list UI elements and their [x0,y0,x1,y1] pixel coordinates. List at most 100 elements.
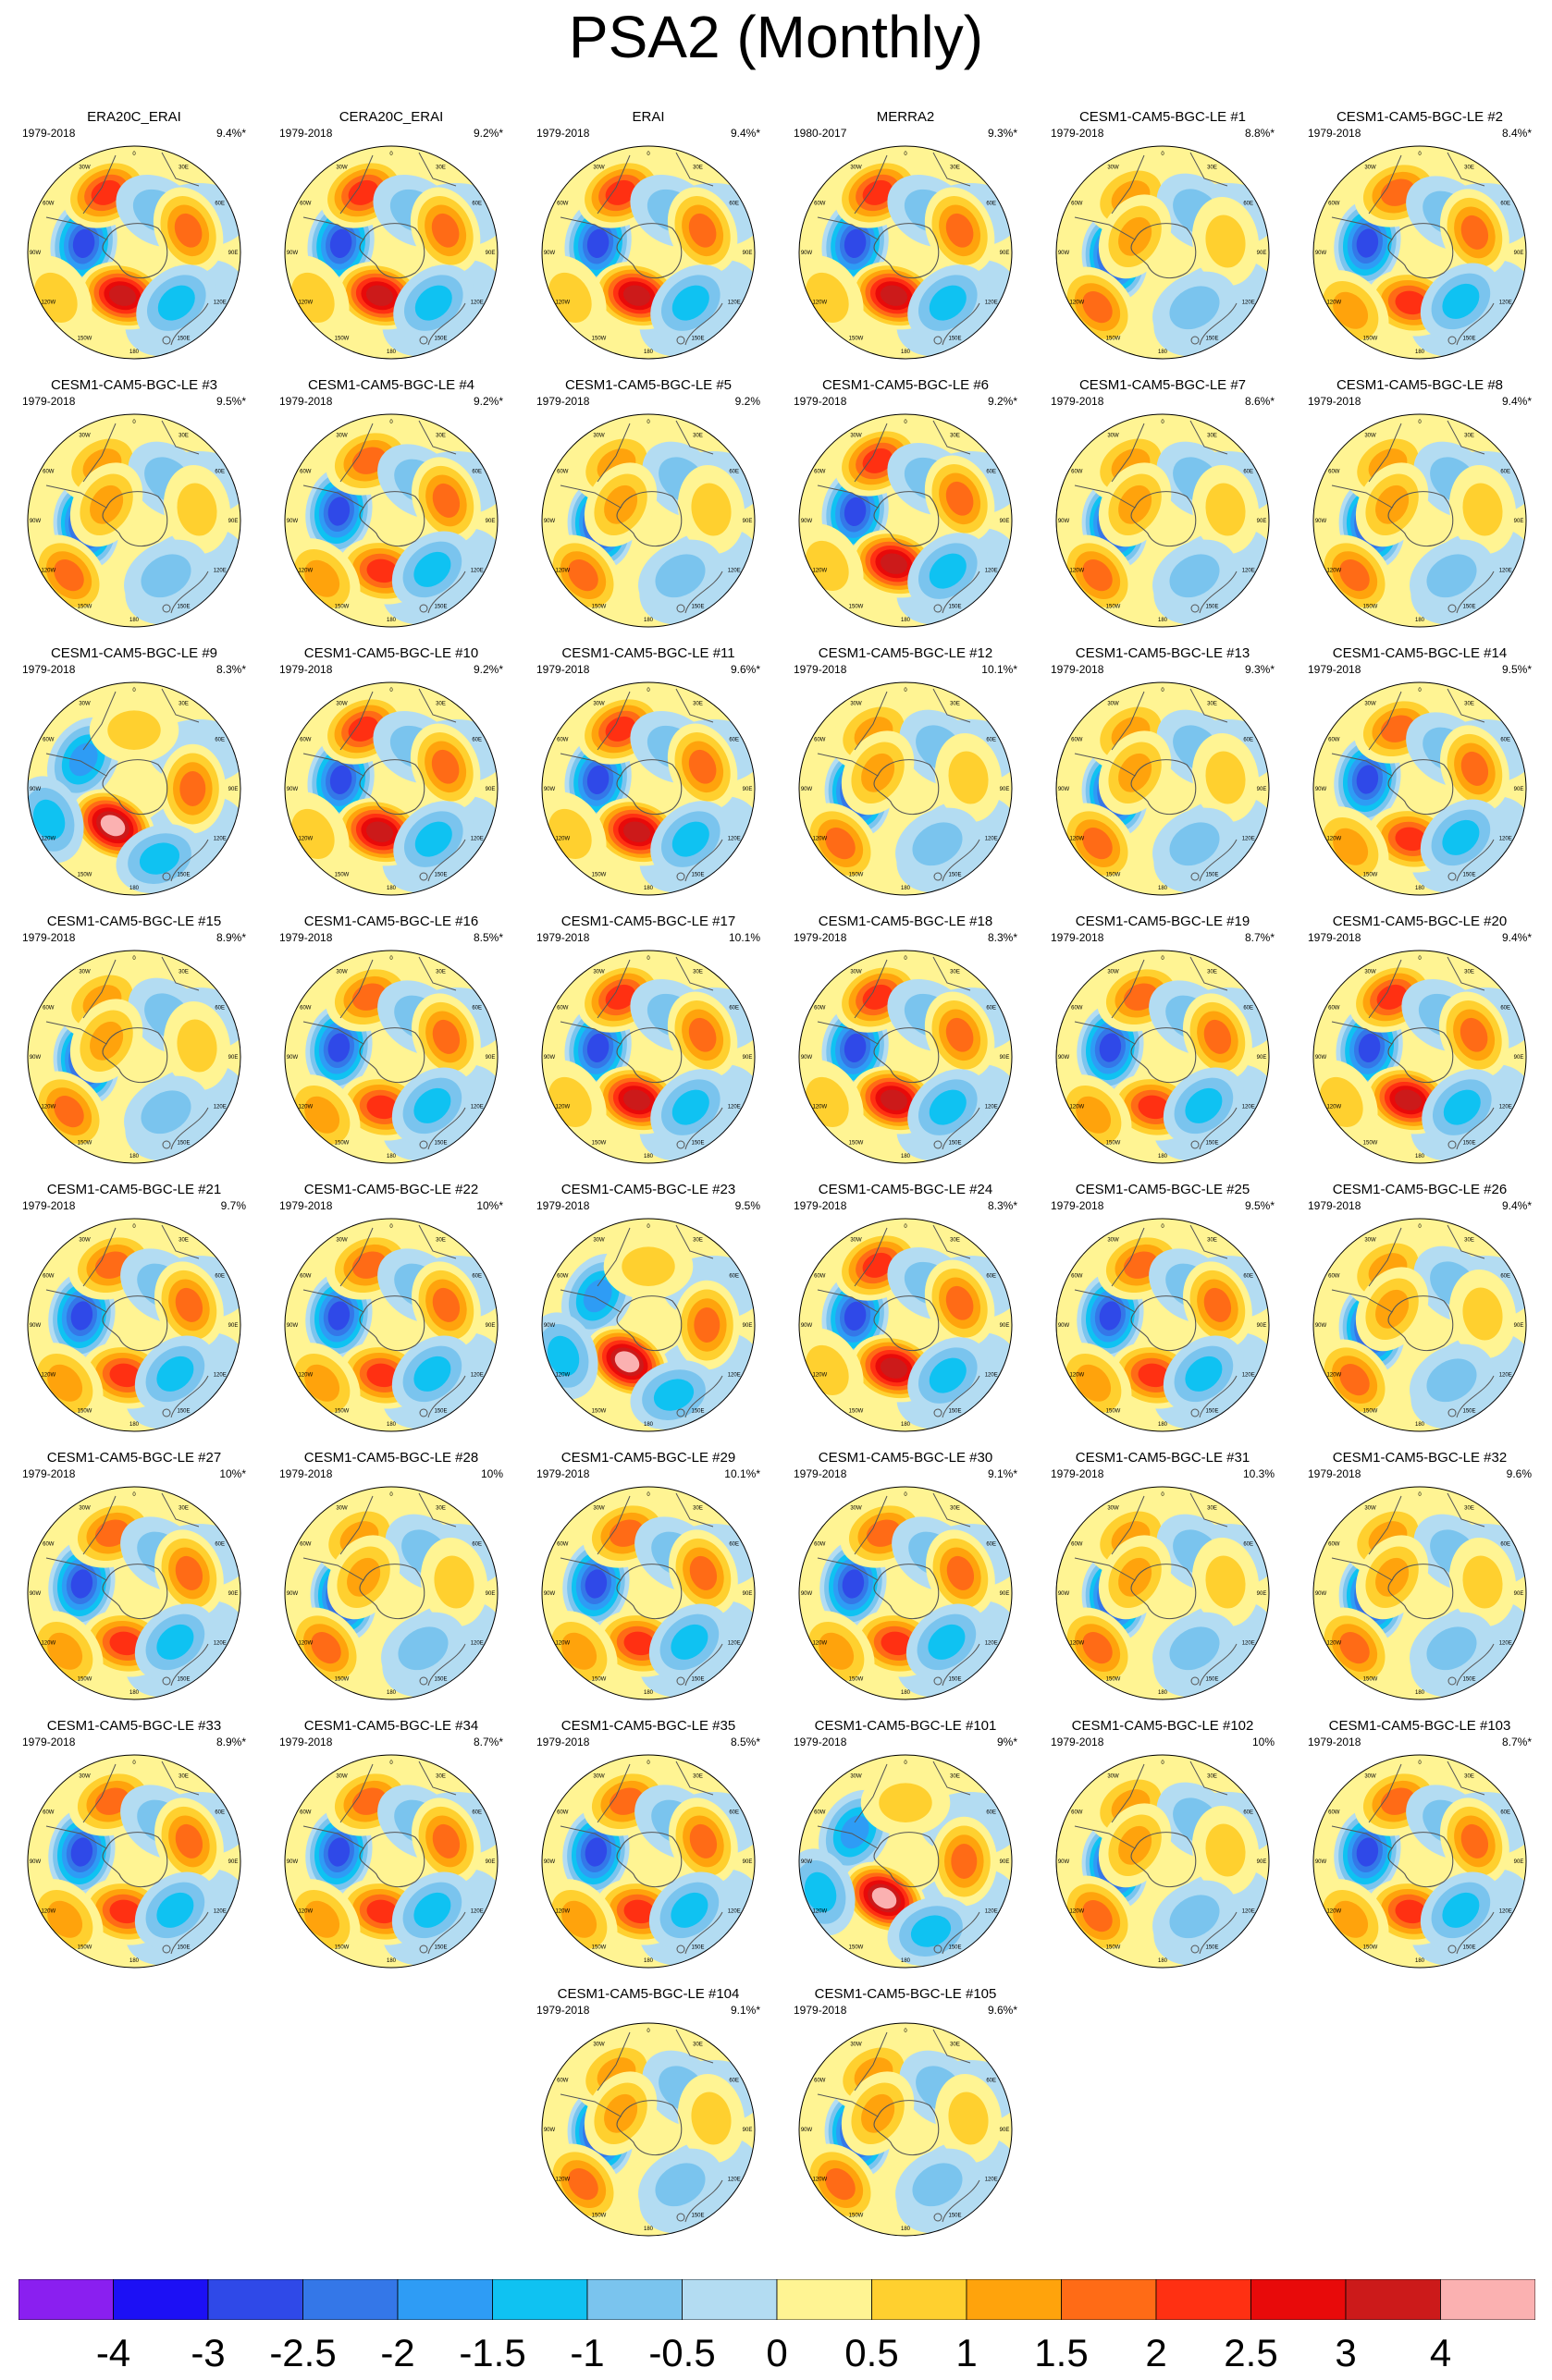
panel-years: 1979-2018 [536,1736,590,1748]
africa-coastline [675,1224,714,1259]
longitude-label: 120E [471,1641,484,1647]
longitude-label: 30E [1207,1773,1217,1779]
longitude-label: 150W [592,1409,607,1415]
longitude-label: 30E [950,165,960,170]
map-panel: CESM1-CAM5-BGC-LE #35 1979-2018 8.5%* 0 30E 6… [533,1718,764,1969]
antarctica-coastline [616,1564,683,1620]
coastline [597,1227,631,1287]
longitude-label: 180 [1415,350,1425,355]
anomaly-blob-level [366,1363,399,1388]
anomaly-blob-level [398,1626,449,1671]
australia-coastline [942,570,980,614]
new-zealand-coastline [676,604,685,613]
panel-title: CESM1-CAM5-BGC-LE #105 [814,1986,997,2002]
longitude-label: 90W [287,1859,299,1865]
longitude-label: 150E [691,1677,704,1683]
longitude-label: 120W [1069,1641,1084,1647]
map-field [28,1219,240,1431]
anomaly-blob-level [671,285,709,321]
new-zealand-coastline [933,604,942,613]
longitude-label: 150E [691,1945,704,1951]
south-america-coastline [1331,216,1393,240]
anomaly-blob-level [622,1246,675,1286]
anomaly-blob-level [327,1301,351,1331]
longitude-label: 90E [486,1323,496,1329]
australia-coastline [170,302,209,346]
longitude-label: 180 [644,1422,654,1428]
antarctica-coastline [102,1295,168,1352]
panel-variance-pct: 8.7%* [1244,931,1275,944]
longitude-label: 120W [555,1373,570,1379]
panel-years: 1979-2018 [22,1199,76,1212]
coastline [1111,691,1145,751]
anomaly-blob-level [1375,1289,1410,1329]
longitude-label: 120E [1499,1641,1512,1647]
map-panel: CESM1-CAM5-BGC-LE #24 1979-2018 8.3%* 0 30E 6… [790,1182,1021,1432]
polar-map: 0 30E 60E 90E 120E 150E 180 150W 120W 90W 60W 30W [798,1218,1013,1432]
longitude-label: 0 [1418,1492,1422,1498]
longitude-label: 30W [79,969,91,975]
map-border [1312,1218,1527,1432]
longitude-label: 0 [389,688,393,693]
map-border [798,1218,1013,1432]
longitude-label: 120E [985,1641,998,1647]
antarctica-coastline [1130,1564,1197,1620]
longitude-label: 90E [1000,787,1010,792]
south-america-coastline [45,485,107,509]
panel-variance-pct: 9.1%* [987,1467,1017,1480]
longitude-label: 60E [986,1274,996,1280]
map-field [285,414,498,627]
antarctica-coastline [1387,1027,1454,1084]
longitude-label: 30E [436,433,446,438]
longitude-label: 150E [948,337,961,342]
anomaly-blob-level [1356,765,1379,794]
anomaly-blob-level [671,1892,708,1928]
longitude-label: 90W [30,787,42,792]
longitude-label: 90W [287,1055,299,1061]
new-zealand-coastline [419,1944,428,1954]
polar-map: 0 30E 60E 90E 120E 150E 180 150W 120W 90W 60W 30W [284,1218,499,1432]
panel-years: 1979-2018 [22,395,76,408]
longitude-label: 120W [812,301,827,306]
map-border [27,145,241,360]
anomaly-blob-level [691,483,732,536]
anomaly-blob-level [1099,1301,1122,1331]
new-zealand-coastline [162,1676,171,1686]
longitude-label: 150W [849,1409,864,1415]
map-border [1312,950,1527,1164]
longitude-label: 120E [1242,1909,1255,1915]
longitude-label: 150E [948,1945,961,1951]
anomaly-blob-level [413,551,451,587]
map-panel: CESM1-CAM5-BGC-LE #10 1979-2018 9.2%* 0 30E 6… [276,645,507,896]
panel-years: 1979-2018 [1308,931,1361,944]
longitude-label: 90E [486,251,496,256]
coastline [854,1495,888,1555]
longitude-label: 150W [1106,1141,1121,1147]
coastline [854,1227,888,1287]
anomaly-blob-level [156,1624,194,1660]
longitude-label: 0 [132,1492,136,1498]
longitude-label: 180 [1158,1422,1168,1428]
longitude-label: 180 [644,1690,654,1696]
map-panel: CESM1-CAM5-BGC-LE #4 1979-2018 9.2%* 0 30E 60… [276,377,507,628]
coastline [1368,691,1402,751]
map-panel: CESM1-CAM5-BGC-LE #14 1979-2018 9.5%* 0 30E 6… [1304,645,1535,896]
coastline [339,423,374,483]
new-zealand-coastline [162,1944,171,1954]
longitude-label: 150W [1363,337,1378,342]
panel-years: 1979-2018 [536,395,590,408]
longitude-label: 60E [729,1274,739,1280]
africa-coastline [418,1224,457,1259]
anomaly-blob-level [653,1379,695,1411]
longitude-label: 150W [1363,1141,1378,1147]
panel-variance-pct: 8.3%* [216,663,246,676]
anomaly-blob-level [655,554,706,598]
longitude-label: 30E [1207,701,1217,706]
anomaly-blob-level [365,285,394,306]
longitude-label: 0 [904,1760,907,1766]
map-panel: CESM1-CAM5-BGC-LE #104 1979-2018 9.1%* 0 30E… [533,1986,764,2237]
africa-coastline [1447,152,1485,187]
anomaly-blob-level [585,1837,608,1867]
anomaly-blob-level [1358,1033,1381,1062]
longitude-label: 60E [1243,1542,1253,1548]
